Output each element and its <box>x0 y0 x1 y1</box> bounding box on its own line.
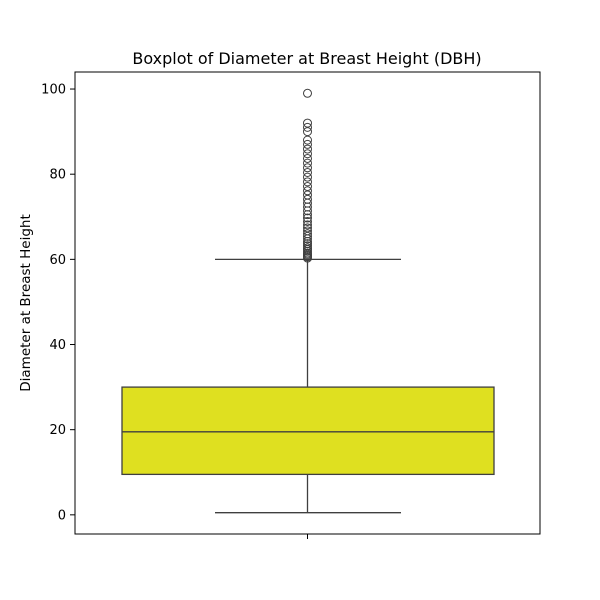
outlier-point <box>303 177 312 187</box>
outlier-point <box>303 239 312 249</box>
y-axis-label: Diameter at Breast Height <box>18 214 34 392</box>
outlier-point <box>303 223 312 233</box>
y-axis: 0 20 40 60 80 100 <box>41 83 75 523</box>
outlier-point <box>303 135 312 145</box>
outlier-point <box>303 229 312 239</box>
outlier-point <box>303 213 312 223</box>
outlier-point <box>303 190 312 200</box>
outlier-point <box>303 241 312 251</box>
outlier-point <box>303 216 312 226</box>
outlier-point <box>303 122 312 132</box>
iqr-box <box>121 386 495 476</box>
outlier-point <box>303 149 312 159</box>
outlier-point <box>303 186 312 196</box>
y-tick-label: 20 <box>49 423 66 438</box>
outlier-point <box>303 167 312 177</box>
chart-marks <box>121 88 495 514</box>
outlier-point <box>303 144 312 154</box>
outlier-point <box>303 194 312 204</box>
outlier-point <box>303 182 312 192</box>
y-tick-label: 0 <box>58 508 66 523</box>
outlier-point <box>303 88 312 98</box>
outlier-point <box>303 163 312 173</box>
outlier-point <box>303 243 312 253</box>
outlier-point <box>303 153 312 163</box>
outlier-point <box>303 118 312 128</box>
y-tick-label: 60 <box>49 253 66 268</box>
y-tick-label: 80 <box>49 168 66 183</box>
y-tick-label: 100 <box>41 83 66 98</box>
outlier-point <box>303 139 312 149</box>
outlier-point <box>303 172 312 182</box>
y-tick-label: 40 <box>49 338 66 353</box>
outlier-point <box>303 231 312 241</box>
outlier-point <box>303 226 312 236</box>
chart-title: Boxplot of Diameter at Breast Height (DB… <box>132 49 481 68</box>
outlier-point <box>303 158 312 168</box>
outlier-point <box>303 220 312 230</box>
outlier-point <box>303 127 312 137</box>
